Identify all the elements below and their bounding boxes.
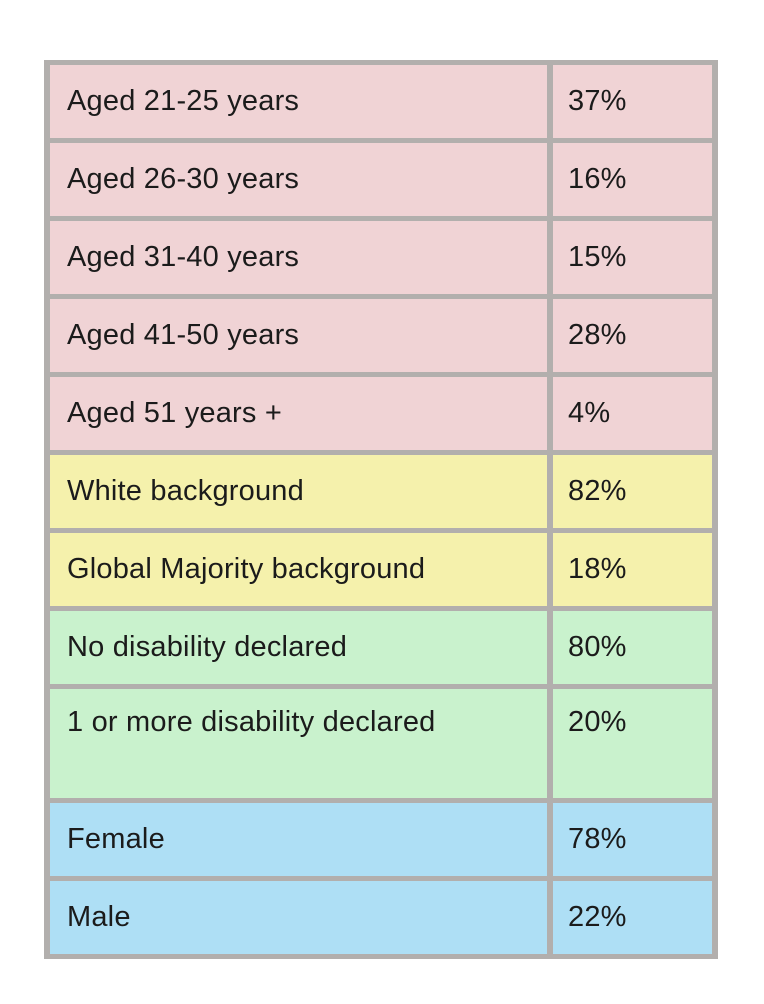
category-cell: Aged 26-30 years [50,143,547,216]
percentage-cell: 4% [553,377,712,450]
category-cell: Male [50,881,547,954]
table-row: Aged 31-40 years 15% [50,221,712,294]
percentage-cell: 22% [553,881,712,954]
percentage-cell: 20% [553,689,712,798]
percentage-cell: 18% [553,533,712,606]
category-cell: Aged 21-25 years [50,65,547,138]
table-row: Aged 41-50 years 28% [50,299,712,372]
percentage-cell: 37% [553,65,712,138]
percentage-cell: 80% [553,611,712,684]
category-cell: White background [50,455,547,528]
percentage-cell: 82% [553,455,712,528]
table-row: Male 22% [50,881,712,954]
table-row: Global Majority background 18% [50,533,712,606]
category-cell: 1 or more disability declared [50,689,547,798]
table-row: 1 or more disability declared 20% [50,689,712,798]
category-cell: Aged 31-40 years [50,221,547,294]
percentage-cell: 15% [553,221,712,294]
percentage-cell: 16% [553,143,712,216]
percentage-cell: 78% [553,803,712,876]
table-row: Aged 26-30 years 16% [50,143,712,216]
table-row: White background 82% [50,455,712,528]
table-row: Female 78% [50,803,712,876]
category-cell: No disability declared [50,611,547,684]
percentage-cell: 28% [553,299,712,372]
table-row: Aged 21-25 years 37% [50,65,712,138]
category-cell: Aged 51 years + [50,377,547,450]
table-row: Aged 51 years +4% [50,377,712,450]
table-row: No disability declared 80% [50,611,712,684]
category-cell: Global Majority background [50,533,547,606]
category-cell: Aged 41-50 years [50,299,547,372]
demographics-table-body: Aged 21-25 years 37% Aged 26-30 years 16% Ag… [50,65,712,954]
demographics-table: Aged 21-25 years 37% Aged 26-30 years 16% Ag… [44,60,718,959]
category-cell: Female [50,803,547,876]
